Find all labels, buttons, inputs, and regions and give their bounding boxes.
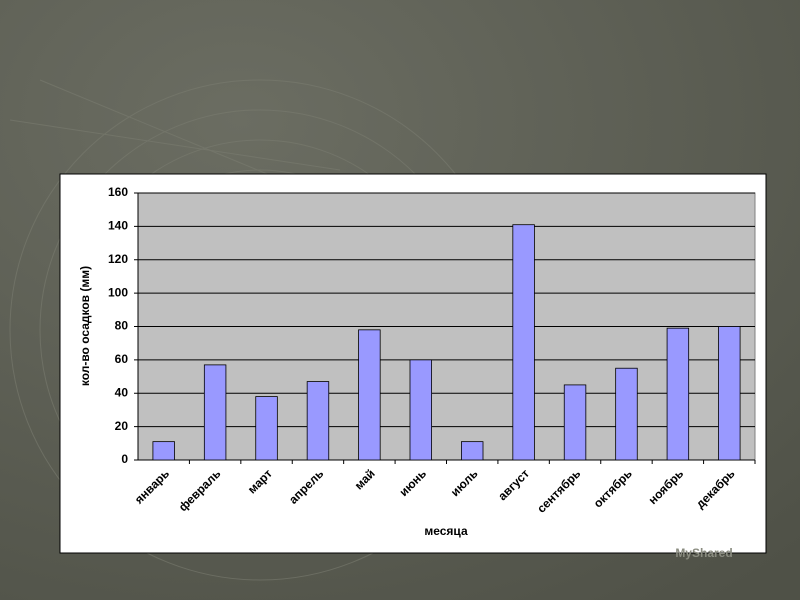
y-tick-label: 120 [108,252,128,266]
bar [563,384,587,461]
bar [409,359,432,461]
bar [615,367,638,461]
y-tick-label: 40 [115,385,129,399]
y-tick-label: 100 [108,285,128,299]
bar [461,441,484,461]
x-axis-title: месяца [424,524,468,538]
bar [306,381,330,461]
y-tick-label: 160 [108,185,128,199]
bar [152,441,175,461]
y-tick-label: 0 [121,452,128,466]
bar [512,224,535,461]
y-tick-label: 80 [115,319,129,333]
bar [358,329,381,461]
bar [666,327,690,461]
y-tick-label: 20 [115,419,129,433]
y-axis-title: кол-во осадков (мм) [78,266,92,386]
watermark: MyShared [675,546,732,560]
bar [255,396,278,461]
y-tick-label: 140 [108,219,128,233]
y-tick-label: 60 [115,352,129,366]
bar [718,326,741,461]
bar [203,364,227,461]
